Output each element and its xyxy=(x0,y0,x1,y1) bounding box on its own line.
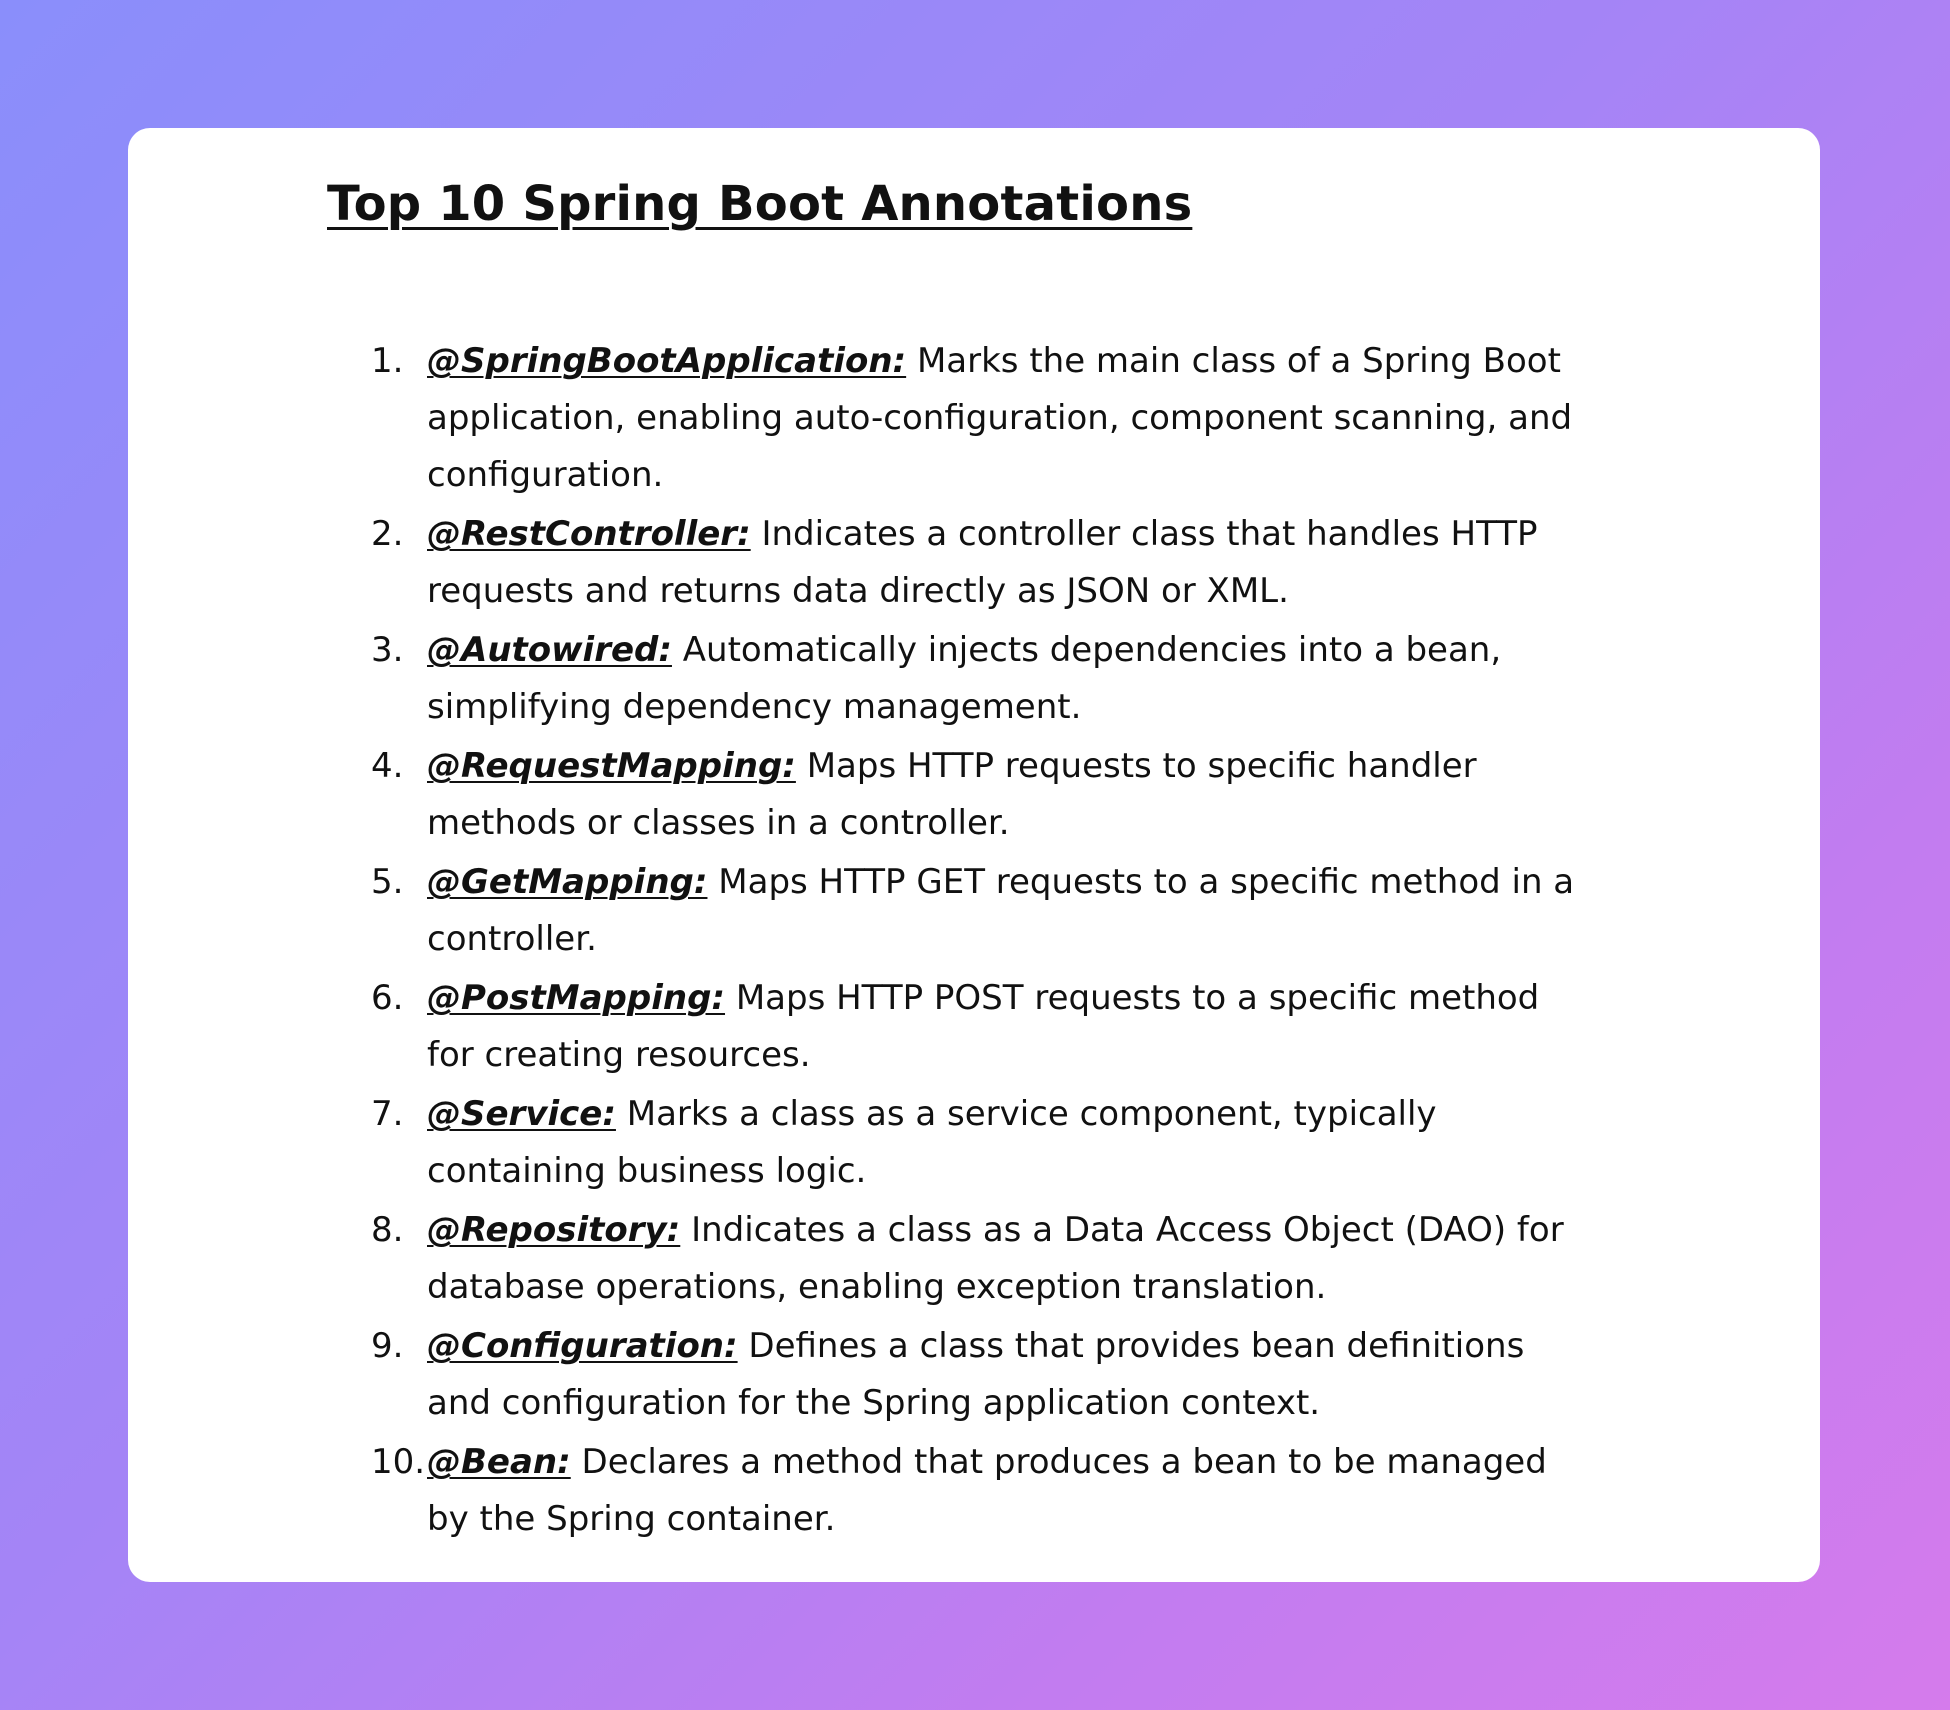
list-item: 8. @Repository: Indicates a class as a D… xyxy=(327,1202,1577,1316)
list-item: 9. @Configuration: Defines a class that … xyxy=(327,1318,1577,1432)
annotation-description: Maps HTTP GET requests to a specific met… xyxy=(427,862,1575,959)
item-number: 1. xyxy=(371,341,404,381)
item-number: 8. xyxy=(371,1210,404,1250)
list-item: 5. @GetMapping: Maps HTTP GET requests t… xyxy=(327,854,1577,968)
annotation-name: @SpringBootApplication: xyxy=(427,341,907,381)
item-number: 9. xyxy=(371,1326,404,1366)
annotation-list: 1. @SpringBootApplication: Marks the mai… xyxy=(327,333,1577,1550)
item-number: 6. xyxy=(371,978,404,1018)
annotation-name: @RestController: xyxy=(427,514,751,554)
annotation-name: @GetMapping: xyxy=(427,862,708,902)
item-number: 3. xyxy=(371,630,404,670)
item-number: 10. xyxy=(371,1442,426,1482)
item-number: 7. xyxy=(371,1094,404,1134)
annotation-name: @Autowired: xyxy=(427,630,672,670)
list-item: 6. @PostMapping: Maps HTTP POST requests… xyxy=(327,970,1577,1084)
annotation-description: Marks a class as a service component, ty… xyxy=(427,1094,1437,1191)
item-number: 5. xyxy=(371,862,404,902)
list-item: 4. @RequestMapping: Maps HTTP requests t… xyxy=(327,738,1577,852)
annotation-name: @Bean: xyxy=(427,1442,571,1482)
list-item: 3. @Autowired: Automatically injects dep… xyxy=(327,622,1577,736)
annotation-description: Declares a method that produces a bean t… xyxy=(427,1442,1547,1539)
annotation-description: Indicates a controller class that handle… xyxy=(427,514,1538,611)
list-item: 1. @SpringBootApplication: Marks the mai… xyxy=(327,333,1577,504)
annotation-name: @RequestMapping: xyxy=(427,746,796,786)
annotation-description: Marks the main class of a Spring Boot ap… xyxy=(427,341,1573,495)
annotation-name: @Configuration: xyxy=(427,1326,738,1366)
annotation-description: Automatically injects dependencies into … xyxy=(427,630,1502,727)
page-title: Top 10 Spring Boot Annotations xyxy=(327,176,1193,232)
annotation-description: Defines a class that provides bean defin… xyxy=(427,1326,1525,1423)
list-item: 10. @Bean: Declares a method that produc… xyxy=(327,1434,1577,1548)
content-card: Top 10 Spring Boot Annotations 1. @Sprin… xyxy=(128,128,1820,1582)
item-number: 2. xyxy=(371,514,404,554)
annotation-description: Maps HTTP POST requests to a specific me… xyxy=(427,978,1540,1075)
annotation-name: @Service: xyxy=(427,1094,616,1134)
annotation-name: @Repository: xyxy=(427,1210,681,1250)
annotation-description: Indicates a class as a Data Access Objec… xyxy=(427,1210,1564,1307)
item-number: 4. xyxy=(371,746,404,786)
list-item: 2. @RestController: Indicates a controll… xyxy=(327,506,1577,620)
annotation-description: Maps HTTP requests to specific handler m… xyxy=(427,746,1477,843)
annotation-name: @PostMapping: xyxy=(427,978,726,1018)
list-item: 7. @Service: Marks a class as a service … xyxy=(327,1086,1577,1200)
